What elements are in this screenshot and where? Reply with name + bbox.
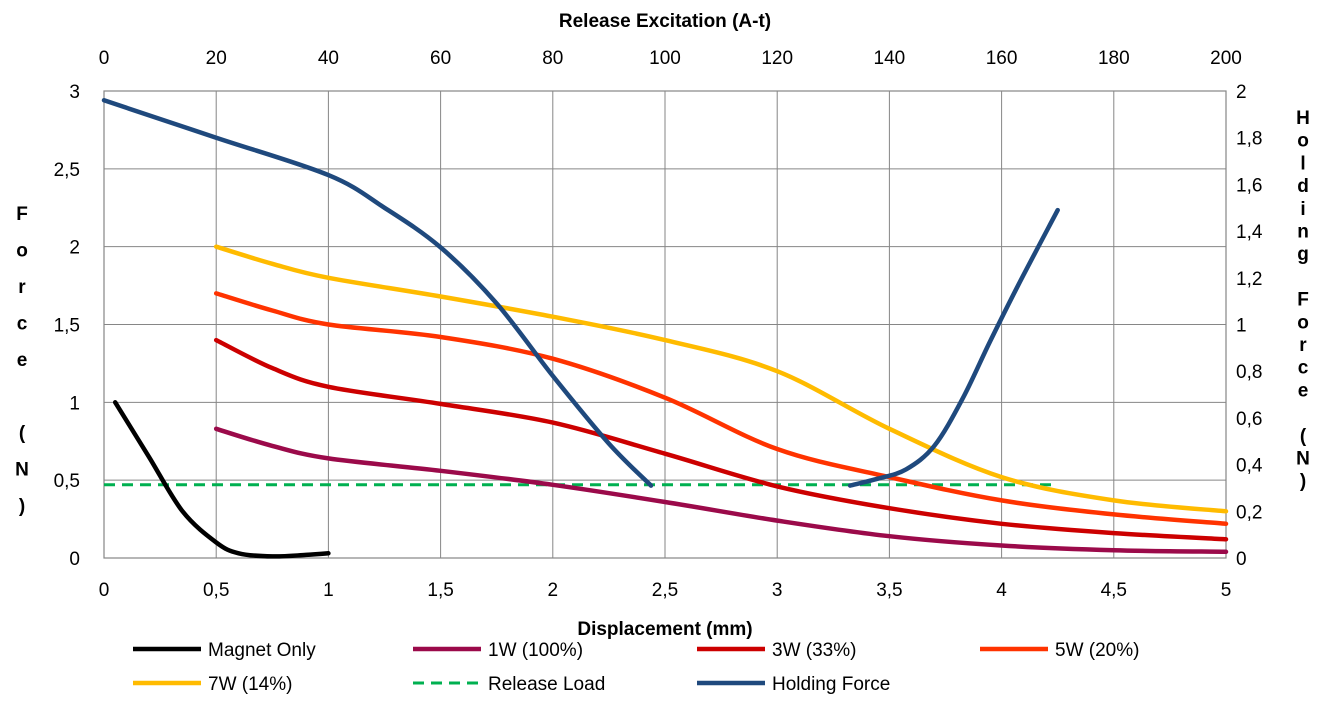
y2-tick-label: 1,6 [1236,175,1262,196]
y2-tick-label: 0,8 [1236,362,1262,383]
y2-axis-title-char: c [1298,358,1309,379]
y-tick-label: 0 [69,549,80,570]
x-tick-label: 5 [1221,580,1232,601]
x-axis-title: Displacement (mm) [577,619,752,640]
x2-tick-label: 140 [874,48,906,69]
y-axis-title-char: F [16,204,28,225]
series-line-holding-force [101,98,654,488]
x2-axis-title: Release Excitation (A-t) [559,11,771,32]
y2-axis-title-char: F [1297,290,1309,311]
y-axis-title-char: ( [19,423,26,444]
y2-axis-title-char: g [1297,244,1309,265]
legend-label: 5W (20%) [1055,640,1139,661]
legend-label: 7W (14%) [208,674,292,695]
y2-tick-label: 0,2 [1236,502,1262,523]
y-axis-title-char: o [16,241,28,262]
x2-tick-label: 60 [430,48,451,69]
series-line-5w-20 [213,291,1229,527]
y2-axis-title-char: e [1298,380,1309,401]
y2-axis-title-char: ( [1300,426,1307,447]
x2-tick-label: 0 [99,48,110,69]
y2-axis-title-char: i [1300,199,1305,220]
y-axis-ticks: 0 0,5 1 1,5 2 2,5 3 [54,82,80,570]
x2-tick-label: 180 [1098,48,1130,69]
x2-tick-label: 160 [986,48,1018,69]
x-axis-ticks: 0 0,5 1 1,5 2 2,5 3 3,5 4 4,5 5 [99,580,1232,601]
y2-axis-title-char: ) [1300,471,1306,492]
series-line-3w-33 [213,337,1229,542]
series-lines [101,98,1229,559]
x2-tick-label: 20 [206,48,227,69]
y-tick-label: 1 [69,393,80,414]
y-tick-label: 0,5 [54,471,80,492]
x-tick-label: 0 [99,580,110,601]
series-line-7w-14 [213,244,1229,514]
y2-tick-label: 0,6 [1236,409,1262,430]
y-tick-label: 3 [69,82,80,103]
x-tick-label: 3 [772,580,783,601]
plot-area [103,90,1227,559]
gridlines [103,90,1227,559]
y2-axis-title-char: l [1300,153,1305,174]
y-axis-title-char: r [18,277,26,298]
x-tick-label: 2,5 [652,580,678,601]
x2-tick-label: 100 [649,48,681,69]
x-tick-label: 3,5 [876,580,902,601]
legend: Magnet Only 1W (100%) 3W (33%) 5W (20%) 7W (… [133,640,1139,695]
series-line-1w-100 [213,426,1229,555]
y-axis-title-char: ) [19,496,25,517]
y2-tick-label: 1,8 [1236,129,1262,150]
y2-tick-label: 0,4 [1236,456,1263,477]
y2-tick-label: 2 [1236,82,1247,103]
x2-tick-label: 200 [1210,48,1242,69]
x-tick-label: 1 [323,580,334,601]
y-axis-title-char: c [17,314,28,335]
x2-tick-label: 80 [542,48,563,69]
y-axis-title: Force ( N) [15,204,29,517]
x-tick-label: 1,5 [427,580,453,601]
y2-tick-label: 1,2 [1236,269,1262,290]
y-axis-title-char: N [15,460,29,481]
x-tick-label: 0,5 [203,580,229,601]
x2-tick-label: 40 [318,48,339,69]
y2-tick-label: 1,4 [1236,222,1263,243]
x-tick-label: 2 [548,580,559,601]
y2-axis-title-char: n [1297,222,1309,243]
x-tick-label: 4 [996,580,1007,601]
legend-label: 3W (33%) [772,640,856,661]
legend-label: Holding Force [772,674,890,695]
x-tick-label: 4,5 [1101,580,1127,601]
y-axis-title-char: e [17,350,28,371]
y2-axis-title-char: d [1297,176,1309,197]
y2-axis-title-char: H [1296,108,1310,129]
y2-tick-label: 1 [1236,316,1247,337]
y2-axis-title-char: N [1296,449,1310,470]
y-tick-label: 2 [69,238,80,259]
y2-axis-ticks: 0 0,2 0,4 0,6 0,8 1 1,2 1,4 1,6 1,8 2 [1236,82,1263,570]
y2-axis-title-char: o [1297,312,1309,333]
y2-axis-title-char: o [1297,131,1309,152]
legend-label: Release Load [488,674,605,695]
legend-label: 1W (100%) [488,640,583,661]
y2-tick-label: 0 [1236,549,1247,570]
x2-axis-ticks: 0 20 40 60 80 100 120 140 160 180 200 [99,48,1242,69]
x2-tick-label: 120 [761,48,793,69]
series-line-magnet-only [112,400,331,559]
legend-label: Magnet Only [208,640,316,661]
y-tick-label: 1,5 [54,316,80,337]
y-tick-label: 2,5 [54,160,80,181]
y2-axis-title-char: r [1299,335,1307,356]
series-line-holding-force [847,207,1060,488]
